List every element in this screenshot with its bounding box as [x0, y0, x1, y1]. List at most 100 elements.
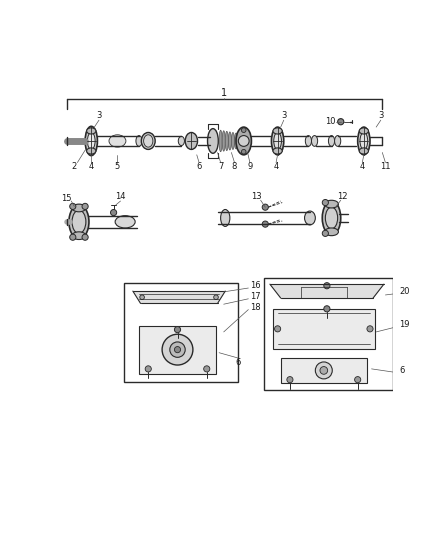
Circle shape [322, 230, 328, 237]
Bar [124, 284, 237, 382]
Text: 8: 8 [232, 162, 237, 171]
Ellipse shape [305, 135, 311, 147]
Text: 20: 20 [399, 287, 410, 296]
Circle shape [174, 346, 180, 353]
Circle shape [324, 282, 330, 289]
Ellipse shape [322, 201, 341, 235]
Circle shape [241, 128, 246, 133]
Ellipse shape [273, 148, 282, 154]
Ellipse shape [359, 128, 368, 134]
Ellipse shape [311, 135, 318, 147]
Ellipse shape [304, 211, 315, 225]
Text: 16: 16 [250, 281, 261, 290]
Ellipse shape [225, 131, 228, 151]
Ellipse shape [328, 135, 335, 147]
Circle shape [204, 366, 210, 372]
Bar [264, 278, 393, 391]
Ellipse shape [87, 128, 96, 134]
Ellipse shape [272, 127, 284, 155]
Ellipse shape [115, 216, 135, 228]
Ellipse shape [178, 136, 184, 146]
Ellipse shape [85, 126, 97, 156]
Text: 18: 18 [250, 303, 261, 312]
Circle shape [140, 295, 145, 300]
Ellipse shape [72, 210, 86, 233]
Circle shape [315, 362, 332, 379]
Text: 6: 6 [236, 358, 241, 367]
Circle shape [110, 209, 117, 216]
Circle shape [275, 326, 281, 332]
Ellipse shape [325, 228, 339, 236]
Circle shape [355, 377, 361, 383]
Circle shape [174, 327, 180, 333]
Text: 4: 4 [88, 162, 94, 171]
Ellipse shape [222, 131, 225, 151]
Text: 7: 7 [218, 162, 223, 171]
Ellipse shape [72, 204, 86, 212]
Text: 6: 6 [399, 366, 405, 375]
Ellipse shape [237, 134, 240, 148]
Ellipse shape [208, 128, 218, 154]
Circle shape [262, 204, 268, 210]
Polygon shape [270, 284, 384, 298]
Ellipse shape [88, 133, 95, 149]
Circle shape [322, 199, 328, 206]
Circle shape [214, 295, 218, 300]
Ellipse shape [221, 209, 230, 227]
Circle shape [320, 367, 328, 374]
Text: 13: 13 [251, 192, 261, 201]
Circle shape [162, 334, 193, 365]
Ellipse shape [273, 128, 282, 134]
Ellipse shape [325, 207, 338, 229]
Ellipse shape [69, 205, 89, 239]
Circle shape [367, 326, 373, 332]
Circle shape [287, 377, 293, 383]
Text: 11: 11 [380, 162, 391, 171]
Ellipse shape [87, 148, 96, 154]
Circle shape [70, 234, 76, 240]
Ellipse shape [141, 133, 155, 149]
Ellipse shape [228, 132, 231, 150]
Polygon shape [133, 291, 225, 303]
Ellipse shape [109, 135, 126, 147]
Text: 3: 3 [378, 111, 384, 120]
Ellipse shape [234, 133, 237, 149]
Ellipse shape [231, 133, 234, 149]
Bar [281, 358, 367, 383]
Circle shape [338, 119, 344, 125]
Circle shape [324, 306, 330, 312]
Text: 15: 15 [61, 194, 72, 203]
Ellipse shape [325, 200, 339, 208]
Text: 17: 17 [250, 292, 261, 301]
Text: 9: 9 [247, 162, 253, 171]
Bar [273, 309, 374, 349]
Text: 2: 2 [72, 162, 77, 171]
Text: 19: 19 [399, 320, 410, 329]
Circle shape [145, 366, 151, 372]
Circle shape [70, 203, 76, 209]
Ellipse shape [236, 127, 251, 155]
Text: 1: 1 [222, 88, 227, 98]
Ellipse shape [72, 232, 86, 239]
Text: 10: 10 [325, 117, 335, 126]
Ellipse shape [358, 127, 370, 155]
Ellipse shape [274, 133, 282, 149]
Bar [139, 326, 216, 374]
Ellipse shape [185, 133, 198, 149]
Circle shape [82, 234, 88, 240]
Text: 3: 3 [281, 111, 286, 120]
Text: 6: 6 [196, 162, 202, 171]
Circle shape [170, 342, 185, 357]
Ellipse shape [359, 148, 368, 154]
Circle shape [238, 135, 249, 147]
Circle shape [241, 149, 246, 154]
Circle shape [82, 203, 88, 209]
Text: 4: 4 [360, 162, 365, 171]
Text: 12: 12 [337, 192, 347, 201]
Ellipse shape [219, 130, 222, 152]
Text: 14: 14 [115, 192, 126, 201]
Text: 4: 4 [273, 162, 279, 171]
Ellipse shape [144, 135, 153, 147]
Ellipse shape [335, 135, 341, 147]
Text: 5: 5 [115, 162, 120, 171]
